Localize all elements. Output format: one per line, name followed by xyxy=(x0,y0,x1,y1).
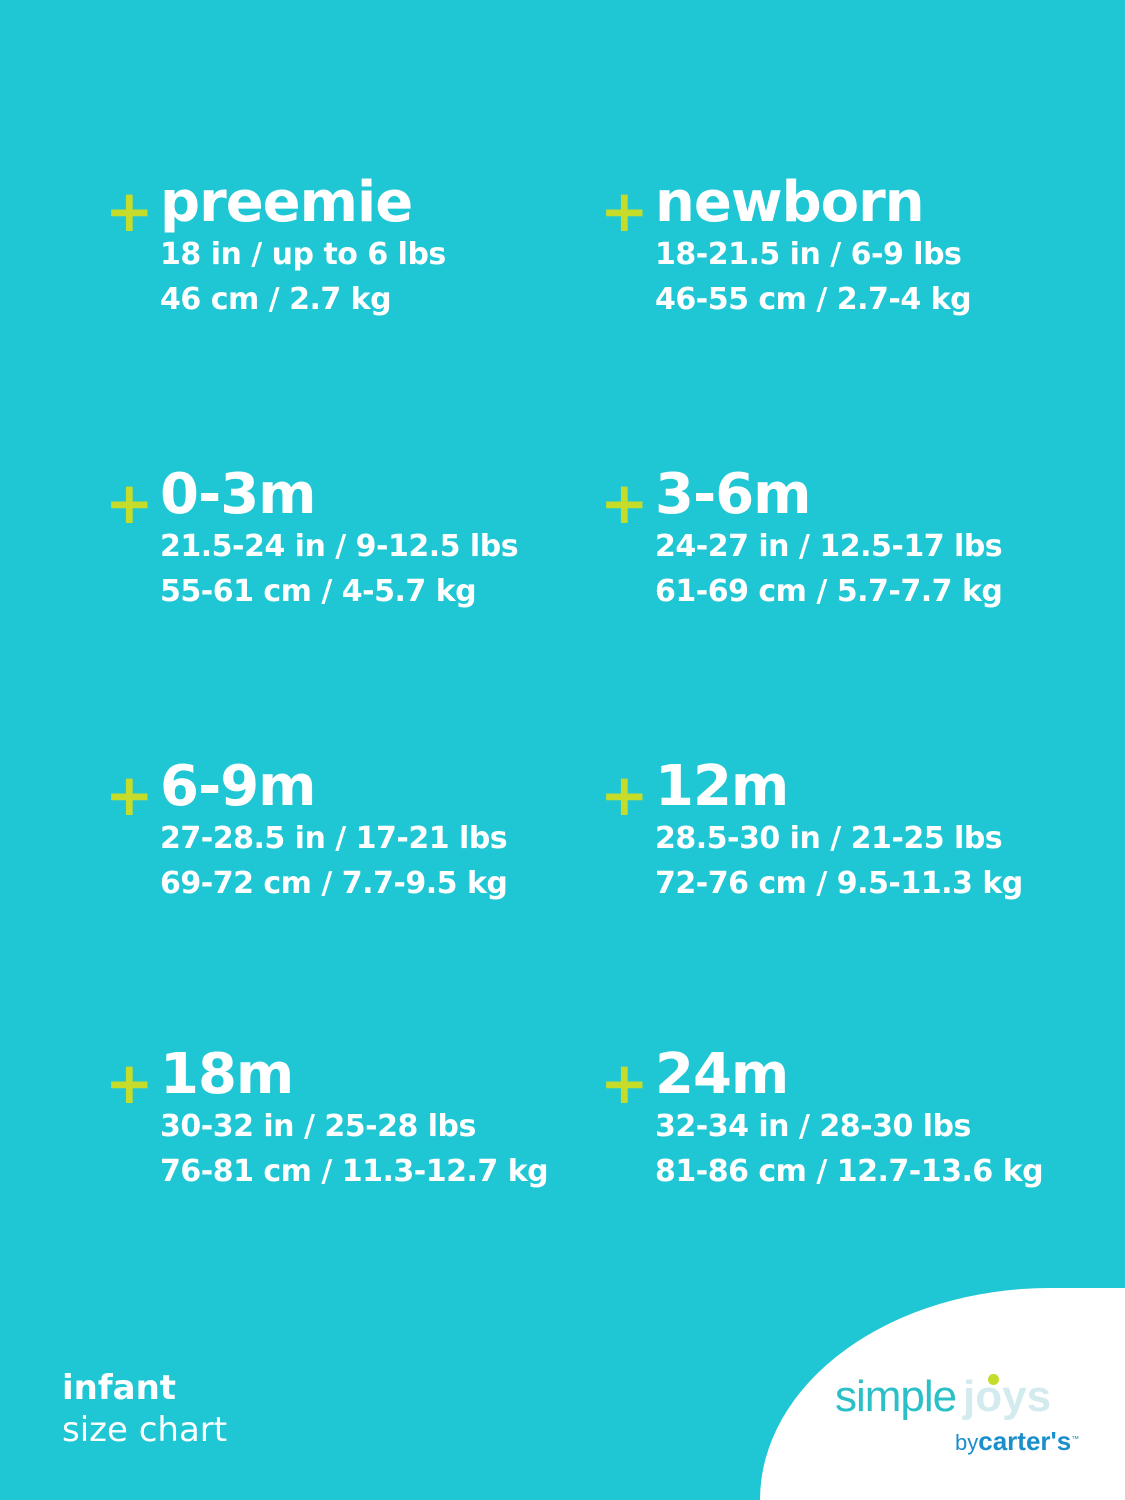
chart-caption: infant size chart xyxy=(62,1367,227,1451)
size-title: 6-9m xyxy=(160,754,317,819)
logo-dot-icon xyxy=(988,1374,999,1385)
size-metric: 55-61 cm / 4-5.7 kg xyxy=(160,574,477,609)
logo-by: by xyxy=(955,1430,979,1455)
size-metric: 46 cm / 2.7 kg xyxy=(160,282,392,317)
size-metric: 72-76 cm / 9.5-11.3 kg xyxy=(655,866,1023,901)
size-metric: 81-86 cm / 12.7-13.6 kg xyxy=(655,1154,1044,1189)
size-imperial: 18-21.5 in / 6-9 lbs xyxy=(655,237,962,272)
caption-size-chart: size chart xyxy=(62,1410,228,1450)
plus-icon: + xyxy=(600,469,649,537)
size-title: 3-6m xyxy=(655,462,812,527)
logo-brand: carter's xyxy=(978,1426,1072,1456)
size-title: 24m xyxy=(655,1042,789,1107)
simple-joys-logo: simple joys bycarter's™ xyxy=(835,1372,1095,1462)
size-title: preemie xyxy=(160,170,413,235)
plus-icon: + xyxy=(105,177,154,245)
size-imperial: 21.5-24 in / 9-12.5 lbs xyxy=(160,529,519,564)
plus-icon: + xyxy=(105,761,154,829)
size-metric: 61-69 cm / 5.7-7.7 kg xyxy=(655,574,1003,609)
logo-trademark: ™ xyxy=(1071,1434,1080,1444)
size-title: newborn xyxy=(655,170,925,235)
size-title: 0-3m xyxy=(160,462,317,527)
size-metric: 46-55 cm / 2.7-4 kg xyxy=(655,282,972,317)
logo-joys: joys xyxy=(963,1372,1052,1421)
size-metric: 76-81 cm / 11.3-12.7 kg xyxy=(160,1154,549,1189)
logo-simple: simple xyxy=(835,1372,957,1421)
size-imperial: 30-32 in / 25-28 lbs xyxy=(160,1109,476,1144)
size-imperial: 24-27 in / 12.5-17 lbs xyxy=(655,529,1003,564)
size-imperial: 18 in / up to 6 lbs xyxy=(160,237,446,272)
plus-icon: + xyxy=(600,761,649,829)
size-imperial: 27-28.5 in / 17-21 lbs xyxy=(160,821,508,856)
size-title: 12m xyxy=(655,754,789,819)
size-metric: 69-72 cm / 7.7-9.5 kg xyxy=(160,866,508,901)
size-imperial: 32-34 in / 28-30 lbs xyxy=(655,1109,971,1144)
size-imperial: 28.5-30 in / 21-25 lbs xyxy=(655,821,1003,856)
plus-icon: + xyxy=(600,177,649,245)
plus-icon: + xyxy=(600,1049,649,1117)
size-title: 18m xyxy=(160,1042,294,1107)
plus-icon: + xyxy=(105,1049,154,1117)
caption-infant: infant xyxy=(62,1368,177,1408)
plus-icon: + xyxy=(105,469,154,537)
logo-by-carters: bycarter's™ xyxy=(955,1426,1079,1457)
